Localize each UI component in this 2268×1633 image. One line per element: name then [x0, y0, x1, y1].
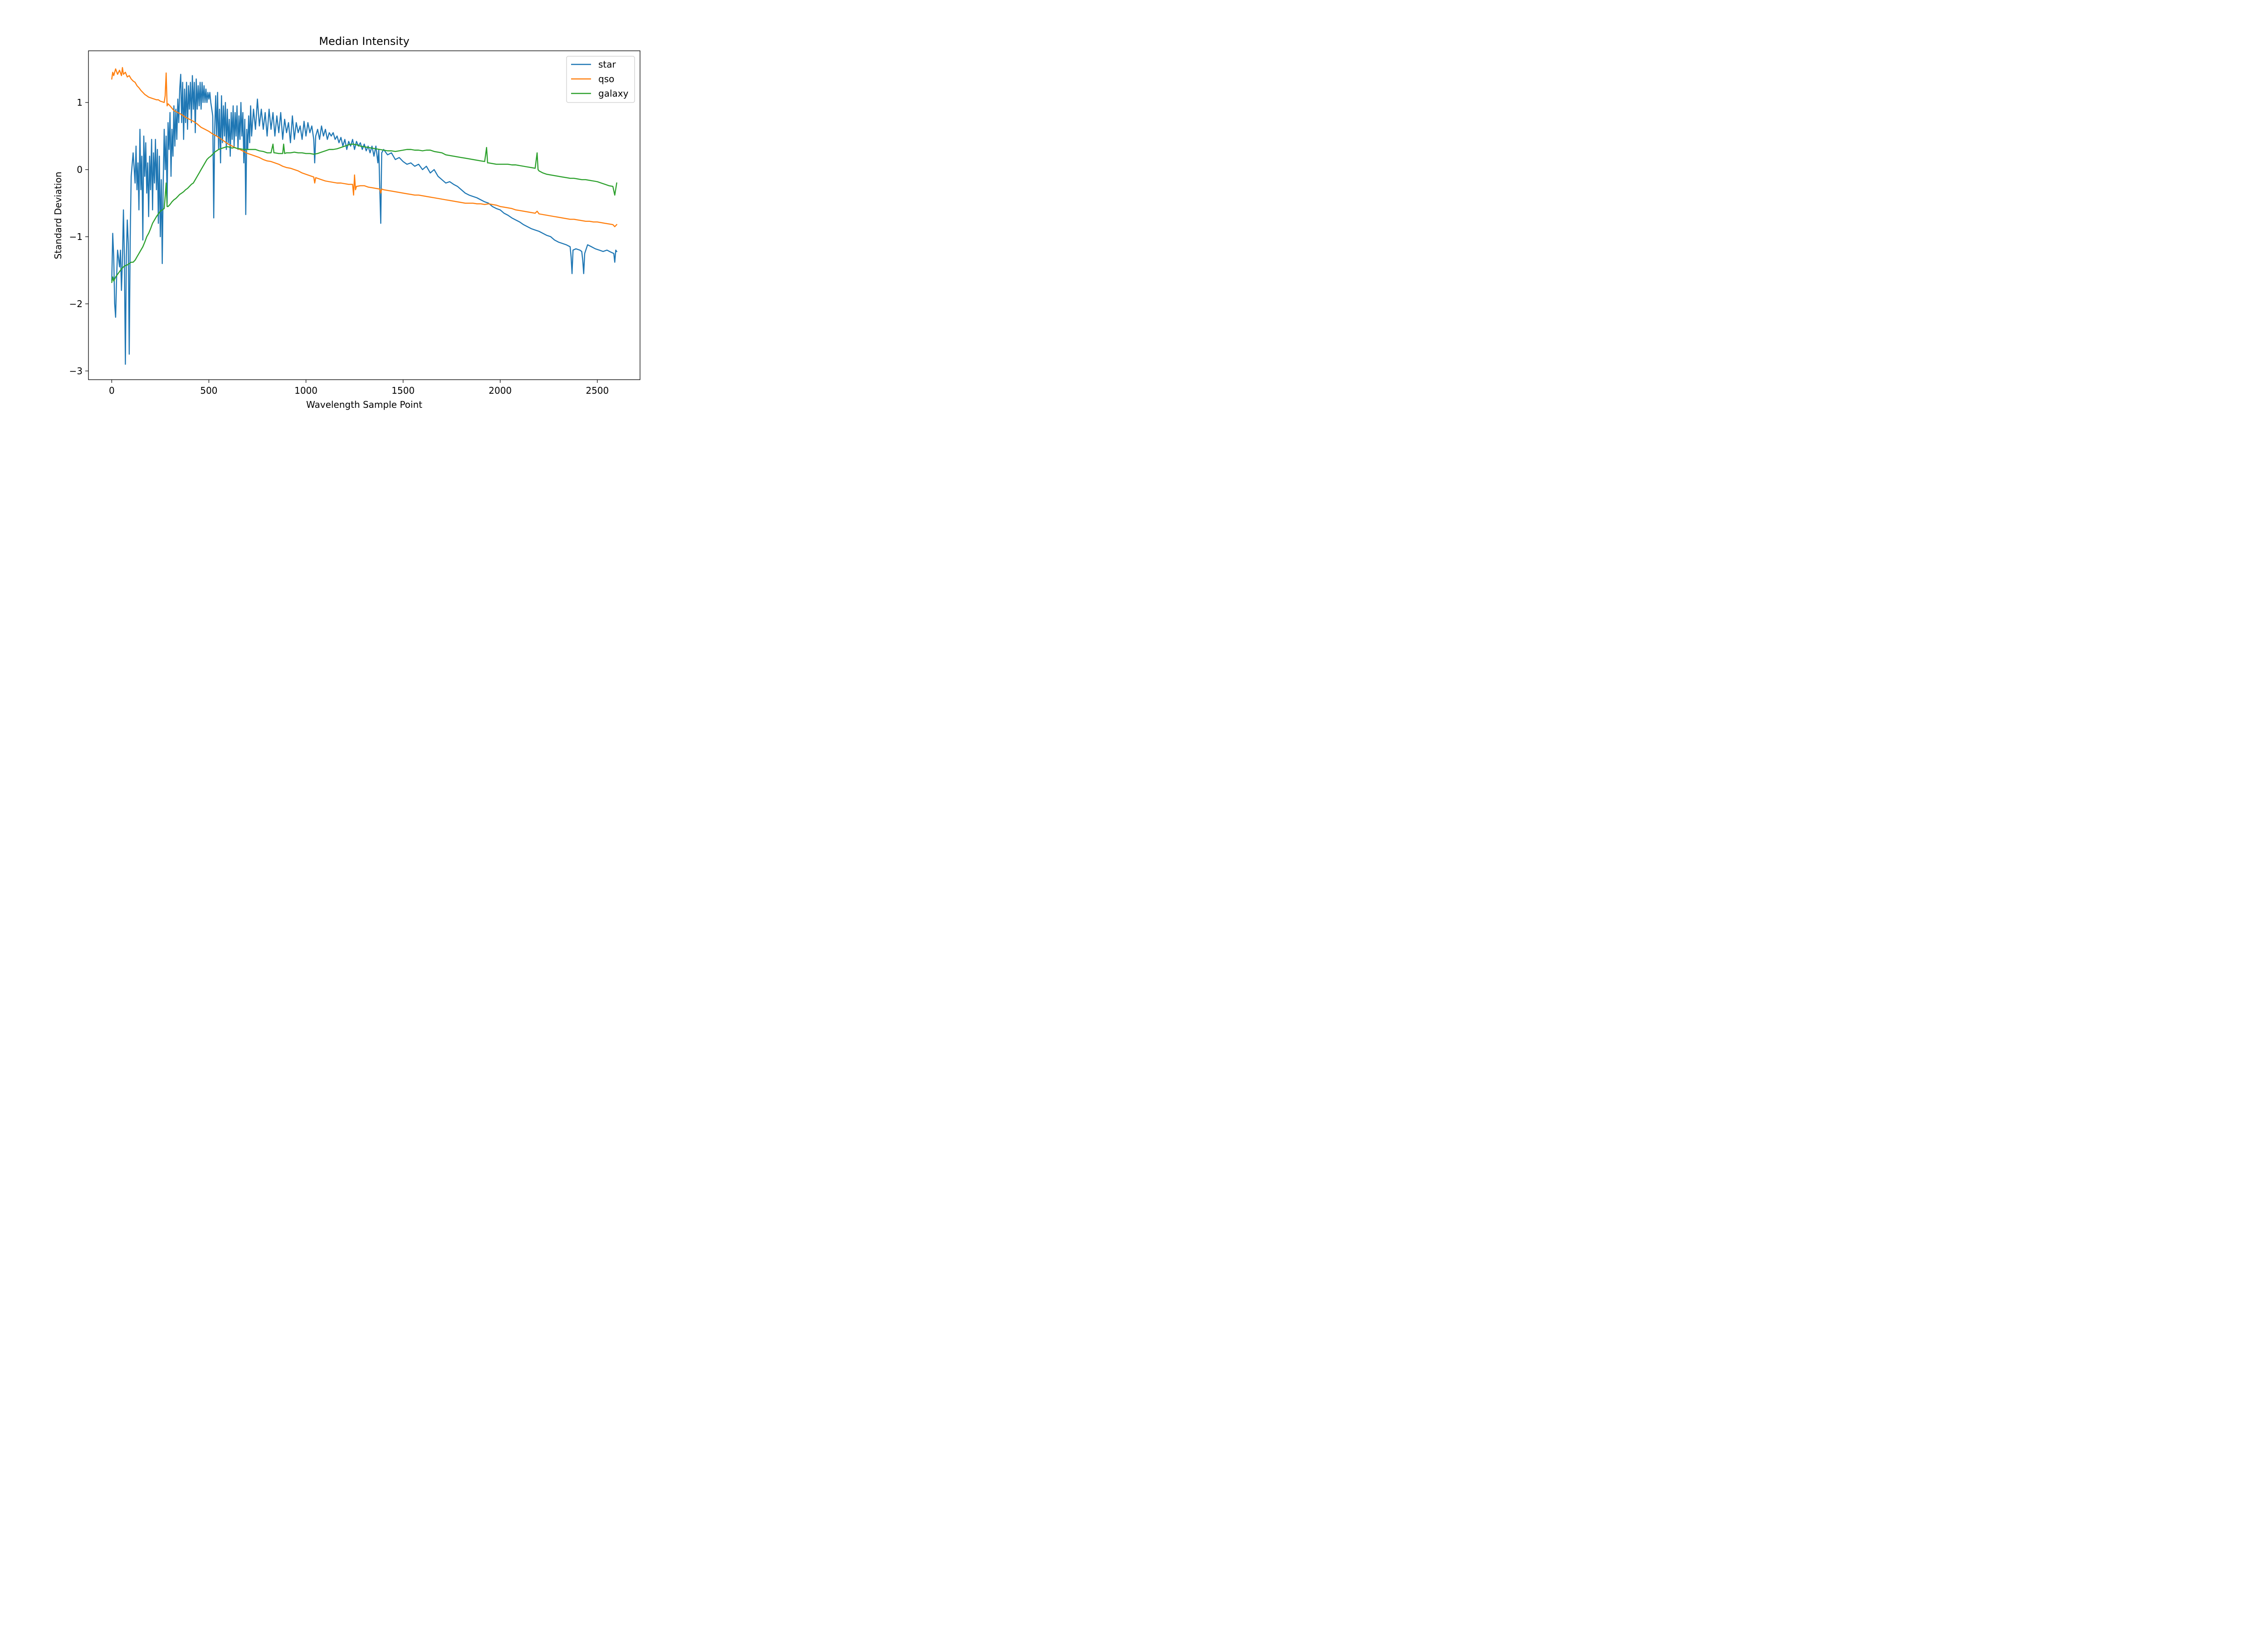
series-line-star: [111, 73, 618, 365]
legend-label-qso: qso: [598, 73, 614, 84]
y-tick-label: 0: [77, 164, 83, 175]
y-tick-label: −2: [69, 298, 83, 309]
y-axis-label: Standard Deviation: [53, 171, 64, 259]
series-line-galaxy: [111, 143, 617, 283]
legend: star qso galaxy: [566, 56, 635, 103]
x-axis-label: Wavelength Sample Point: [306, 399, 422, 410]
x-axis: 0 500 1000 1500 2000 2500: [109, 380, 609, 396]
x-tick-label: 1500: [391, 385, 415, 396]
y-tick-label: 1: [77, 97, 83, 108]
legend-label-galaxy: galaxy: [598, 88, 629, 99]
x-tick-label: 2500: [586, 385, 609, 396]
chart-figure: Median Intensity 0 500 1000 1500 2000 2500 −3…: [0, 0, 701, 421]
x-tick-label: 0: [109, 385, 115, 396]
plot-frame: [88, 50, 640, 380]
series-lines: [111, 67, 618, 365]
y-tick-label: −1: [69, 231, 83, 242]
y-tick-label: −3: [69, 366, 83, 376]
chart-title: Median Intensity: [319, 35, 409, 48]
legend-label-star: star: [598, 59, 616, 70]
x-tick-label: 2000: [489, 385, 512, 396]
x-tick-label: 500: [200, 385, 217, 396]
x-tick-label: 1000: [294, 385, 318, 396]
series-line-qso: [111, 67, 618, 227]
legend-frame: [566, 56, 635, 103]
y-axis: −3 −2 −1 0 1: [69, 97, 88, 376]
